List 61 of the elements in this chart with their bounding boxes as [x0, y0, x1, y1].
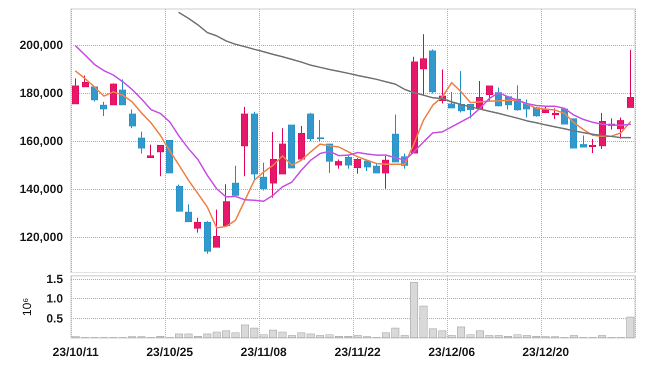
candlestick [373, 163, 380, 174]
candlestick [392, 114, 399, 162]
candlestick [411, 56, 418, 154]
candlestick [335, 158, 342, 170]
line-series [178, 12, 632, 138]
candlestick [213, 209, 220, 248]
line-series [74, 70, 632, 229]
y-tick-label: 160,000 [20, 134, 64, 148]
candlestick [288, 124, 295, 168]
candlestick [223, 184, 230, 226]
candlestick [91, 86, 98, 102]
candlestick [232, 165, 239, 198]
candlestick [185, 204, 192, 222]
candlestick [429, 48, 436, 94]
x-tick-label: 23/11/08 [240, 345, 288, 359]
x-tick-label: 23/11/22 [334, 345, 382, 359]
candlestick [147, 144, 154, 158]
candlestick [157, 144, 164, 177]
candlestick [317, 120, 324, 142]
candlestick [166, 140, 173, 174]
candlestick [138, 131, 145, 154]
y-tick-label: 0.5 [46, 311, 64, 326]
x-tick-label: 23/12/06 [428, 345, 476, 359]
candlestick [420, 34, 427, 96]
candlestick [298, 125, 305, 160]
candlestick [251, 111, 258, 181]
candlestick [458, 70, 465, 113]
candlestick [129, 109, 136, 129]
x-tick-label: 23/10/25 [146, 345, 194, 359]
y-tick-label: 140,000 [20, 182, 64, 196]
candlestick [194, 217, 201, 234]
candlestick [72, 78, 79, 104]
candlestick [589, 138, 596, 154]
candlestick [627, 50, 634, 108]
y-tick-label: 1.5 [46, 272, 64, 286]
candlestick [241, 106, 248, 177]
candlestick [279, 128, 286, 174]
x-tick-label: 23/10/11 [52, 345, 100, 359]
candlestick [382, 155, 389, 190]
y-tick-label: 200,000 [20, 38, 64, 52]
candlestick [110, 82, 117, 106]
candlestick [100, 101, 107, 117]
candlestick [552, 108, 559, 120]
candlestick [345, 155, 352, 170]
candlestick [364, 158, 371, 172]
candlestick [204, 220, 211, 254]
y-tick-label: 120,000 [20, 230, 64, 244]
candlestick [260, 162, 267, 191]
y-tick-label: 1.0 [46, 292, 64, 306]
y-axis-title: 10⁶ [20, 298, 34, 316]
candlestick [176, 184, 183, 212]
candlestick [448, 92, 455, 108]
candlestick [307, 112, 314, 142]
candlestick [354, 158, 361, 174]
candlestick [82, 74, 89, 88]
candlestick [486, 86, 493, 102]
y-tick-label: 180,000 [20, 86, 64, 100]
candlestick [580, 134, 587, 148]
line-series [74, 45, 632, 202]
candlestick [270, 131, 277, 198]
x-tick-label: 23/12/20 [522, 345, 570, 359]
